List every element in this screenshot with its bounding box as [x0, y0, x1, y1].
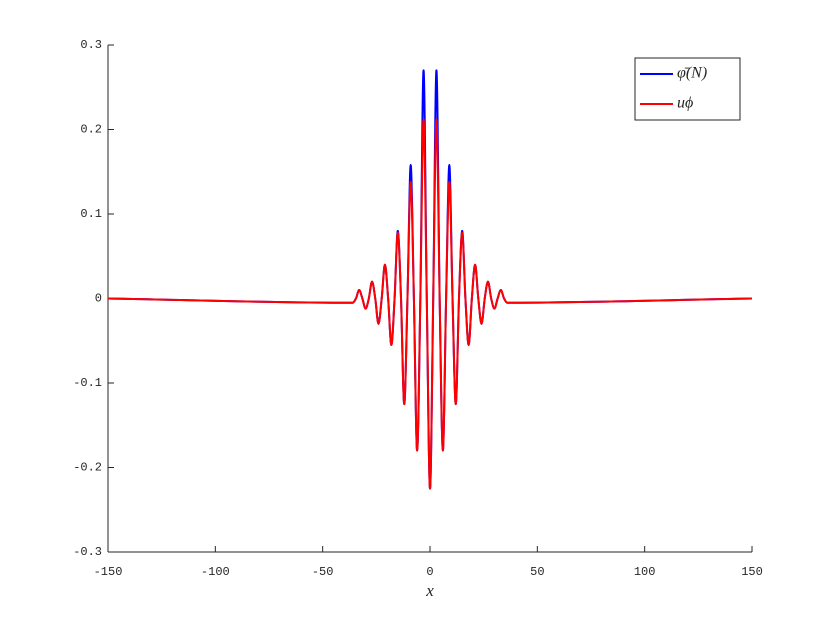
- legend-label: φ̄(N): [677, 65, 707, 82]
- series-line: [107, 69, 753, 490]
- y-tick-label: -0.3: [73, 545, 102, 559]
- x-tick-label: 150: [741, 565, 763, 579]
- y-tick-label: 0: [95, 292, 102, 306]
- y-tick-label: -0.2: [73, 461, 102, 475]
- x-axis-label: x: [425, 581, 434, 600]
- x-tick-label: -50: [312, 565, 334, 579]
- y-tick-label: 0.2: [80, 123, 102, 137]
- x-tick-label: -100: [201, 565, 230, 579]
- y-tick-label: 0.3: [80, 38, 102, 52]
- x-tick-label: 50: [530, 565, 544, 579]
- x-tick-label: 100: [634, 565, 656, 579]
- series-line: [107, 118, 753, 490]
- legend-box: [634, 57, 741, 121]
- legend-label: uϕ: [677, 95, 693, 112]
- y-tick-label: 0.1: [80, 207, 102, 221]
- x-tick-label: -150: [94, 565, 123, 579]
- y-tick-label: -0.1: [73, 376, 102, 390]
- x-tick-label: 0: [426, 565, 433, 579]
